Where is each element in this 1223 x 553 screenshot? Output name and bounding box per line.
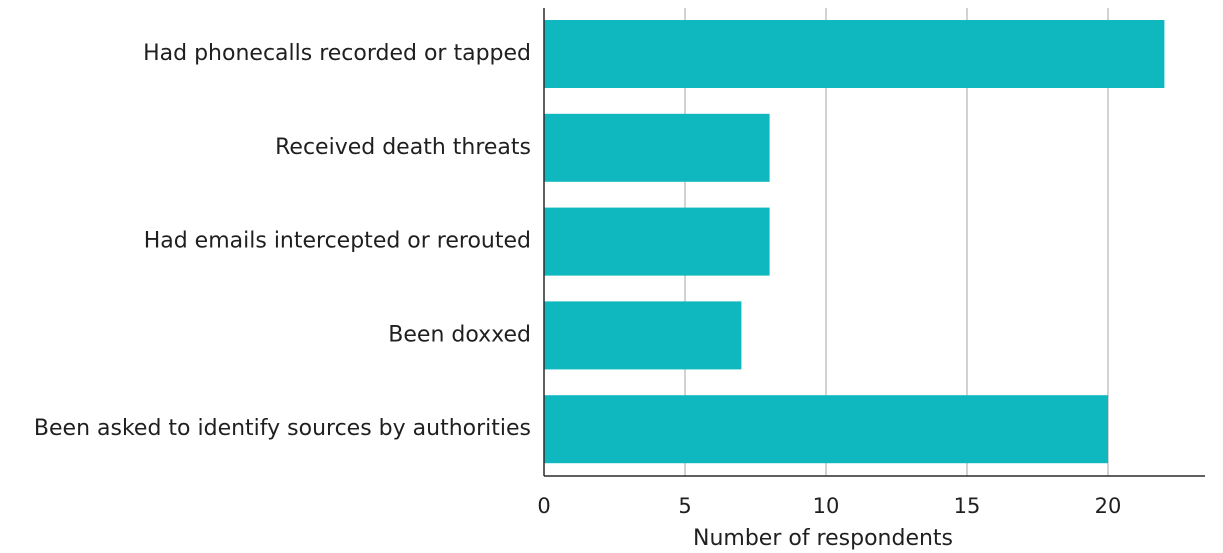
x-tick-label-5: 5 (678, 494, 691, 518)
x-tick-labels: 0 5 10 15 20 (537, 494, 1121, 518)
x-tick-label-15: 15 (954, 494, 981, 518)
category-labels: Had phonecalls recorded or tapped Receive… (34, 41, 531, 441)
category-label-1: Received death threats (275, 135, 531, 160)
category-label-3: Been doxxed (388, 322, 531, 347)
bar-1 (544, 113, 770, 182)
x-axis-title: Number of respondents (693, 526, 953, 551)
x-tick-label-0: 0 (537, 494, 550, 518)
x-tick-label-20: 20 (1095, 494, 1122, 518)
axes (543, 8, 1205, 477)
category-label-2: Had emails intercepted or rerouted (144, 229, 531, 254)
bar-3 (544, 301, 742, 370)
bars (544, 20, 1165, 464)
x-tick-label-10: 10 (813, 494, 840, 518)
category-label-4: Been asked to identify sources by author… (34, 416, 531, 441)
bar-4 (544, 395, 1108, 464)
category-label-0: Had phonecalls recorded or tapped (143, 41, 531, 66)
bar-0 (544, 20, 1165, 88)
bar-2 (544, 207, 770, 276)
